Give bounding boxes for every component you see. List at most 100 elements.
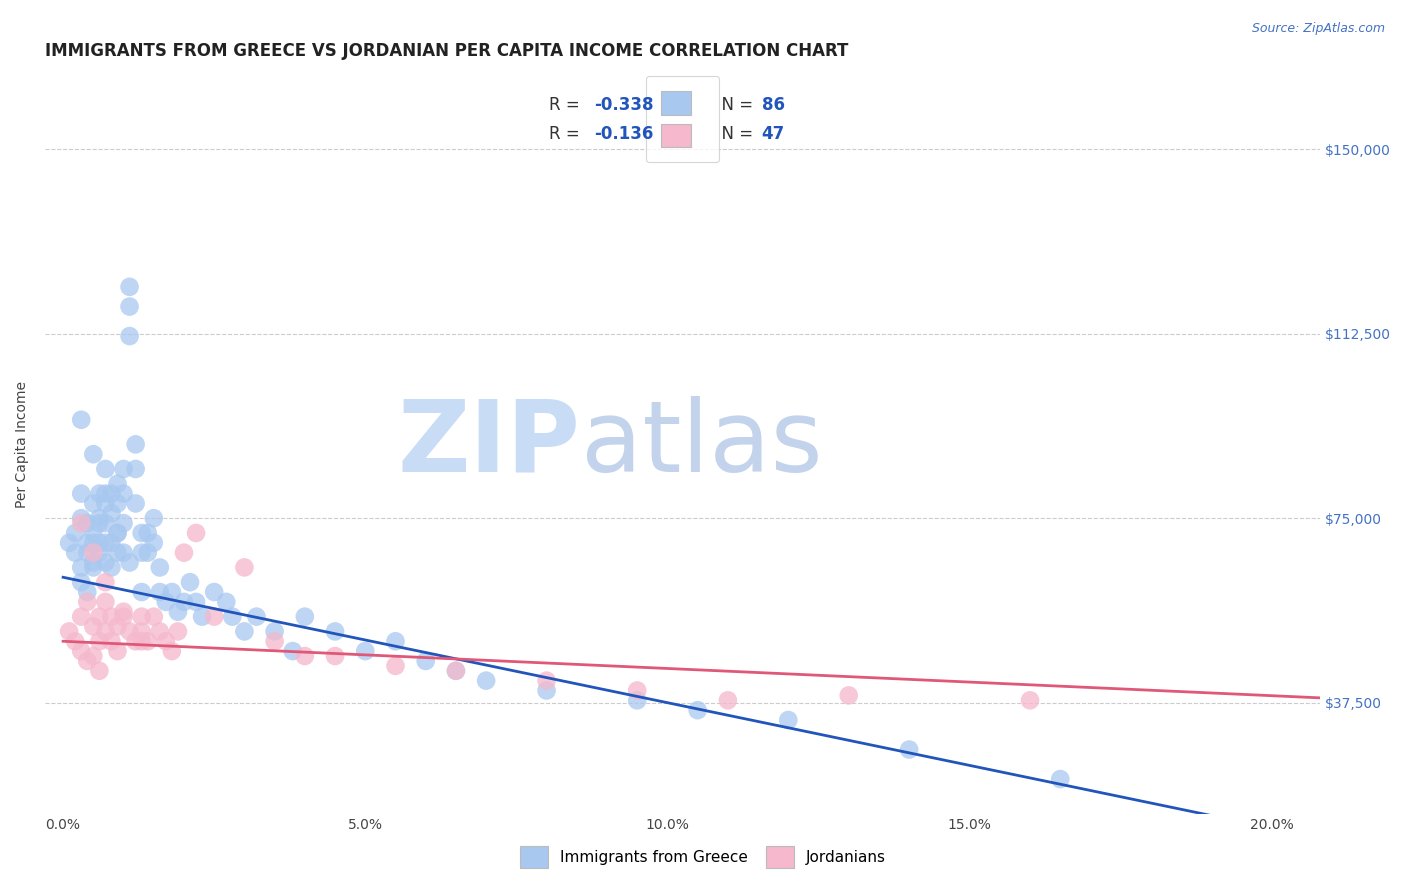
Point	[155, 595, 177, 609]
Point	[323, 648, 346, 663]
Legend: , : ,	[645, 76, 720, 162]
Point	[82, 619, 104, 633]
Point	[118, 624, 141, 639]
Point	[89, 546, 111, 560]
Point	[1019, 693, 1042, 707]
Point	[233, 624, 256, 639]
Text: 47: 47	[762, 125, 785, 144]
Point	[233, 560, 256, 574]
Point	[94, 575, 117, 590]
Point	[149, 560, 172, 574]
Point	[384, 658, 406, 673]
Point	[191, 609, 214, 624]
Text: N =: N =	[710, 125, 758, 144]
Point	[124, 496, 146, 510]
Point	[245, 609, 267, 624]
Point	[384, 634, 406, 648]
Point	[118, 556, 141, 570]
Point	[717, 693, 740, 707]
Point	[70, 575, 93, 590]
Point	[94, 486, 117, 500]
Point	[1049, 772, 1071, 786]
Point	[124, 634, 146, 648]
Point	[112, 486, 135, 500]
Point	[131, 546, 153, 560]
Point	[475, 673, 498, 688]
Point	[215, 595, 238, 609]
Point	[89, 536, 111, 550]
Point	[112, 462, 135, 476]
Point	[142, 536, 165, 550]
Point	[76, 585, 98, 599]
Point	[263, 624, 285, 639]
Point	[184, 595, 207, 609]
Point	[124, 437, 146, 451]
Point	[173, 546, 195, 560]
Point	[76, 536, 98, 550]
Point	[136, 634, 159, 648]
Point	[70, 511, 93, 525]
Point	[415, 654, 437, 668]
Point	[173, 595, 195, 609]
Point	[76, 595, 98, 609]
Point	[118, 280, 141, 294]
Point	[76, 546, 98, 560]
Point	[626, 683, 648, 698]
Point	[149, 624, 172, 639]
Point	[107, 644, 129, 658]
Point	[112, 546, 135, 560]
Point	[89, 664, 111, 678]
Point	[70, 644, 93, 658]
Point	[838, 689, 860, 703]
Point	[281, 644, 304, 658]
Point	[142, 511, 165, 525]
Point	[131, 609, 153, 624]
Point	[82, 526, 104, 541]
Point	[100, 536, 122, 550]
Point	[626, 693, 648, 707]
Point	[100, 486, 122, 500]
Point	[63, 634, 86, 648]
Point	[263, 634, 285, 648]
Point	[112, 609, 135, 624]
Point	[94, 462, 117, 476]
Point	[70, 486, 93, 500]
Text: N =: N =	[710, 95, 758, 114]
Point	[107, 546, 129, 560]
Point	[131, 634, 153, 648]
Point	[184, 526, 207, 541]
Point	[160, 644, 183, 658]
Point	[686, 703, 709, 717]
Text: IMMIGRANTS FROM GREECE VS JORDANIAN PER CAPITA INCOME CORRELATION CHART: IMMIGRANTS FROM GREECE VS JORDANIAN PER …	[45, 42, 848, 60]
Point	[100, 609, 122, 624]
Point	[94, 536, 117, 550]
Point	[107, 476, 129, 491]
Point	[136, 526, 159, 541]
Point	[70, 609, 93, 624]
Text: Source: ZipAtlas.com: Source: ZipAtlas.com	[1251, 22, 1385, 36]
Text: ZIP: ZIP	[398, 396, 581, 493]
Point	[149, 585, 172, 599]
Point	[76, 516, 98, 530]
Point	[167, 605, 190, 619]
Y-axis label: Per Capita Income: Per Capita Income	[15, 381, 30, 508]
Point	[63, 526, 86, 541]
Point	[107, 526, 129, 541]
Point	[100, 506, 122, 520]
Text: R =: R =	[548, 125, 585, 144]
Point	[89, 516, 111, 530]
Point	[89, 486, 111, 500]
Point	[63, 546, 86, 560]
Point	[118, 300, 141, 314]
Point	[100, 560, 122, 574]
Point	[202, 609, 225, 624]
Text: R =: R =	[548, 95, 585, 114]
Point	[160, 585, 183, 599]
Point	[131, 624, 153, 639]
Point	[323, 624, 346, 639]
Point	[107, 619, 129, 633]
Point	[112, 605, 135, 619]
Point	[94, 624, 117, 639]
Point	[89, 609, 111, 624]
Point	[898, 742, 921, 756]
